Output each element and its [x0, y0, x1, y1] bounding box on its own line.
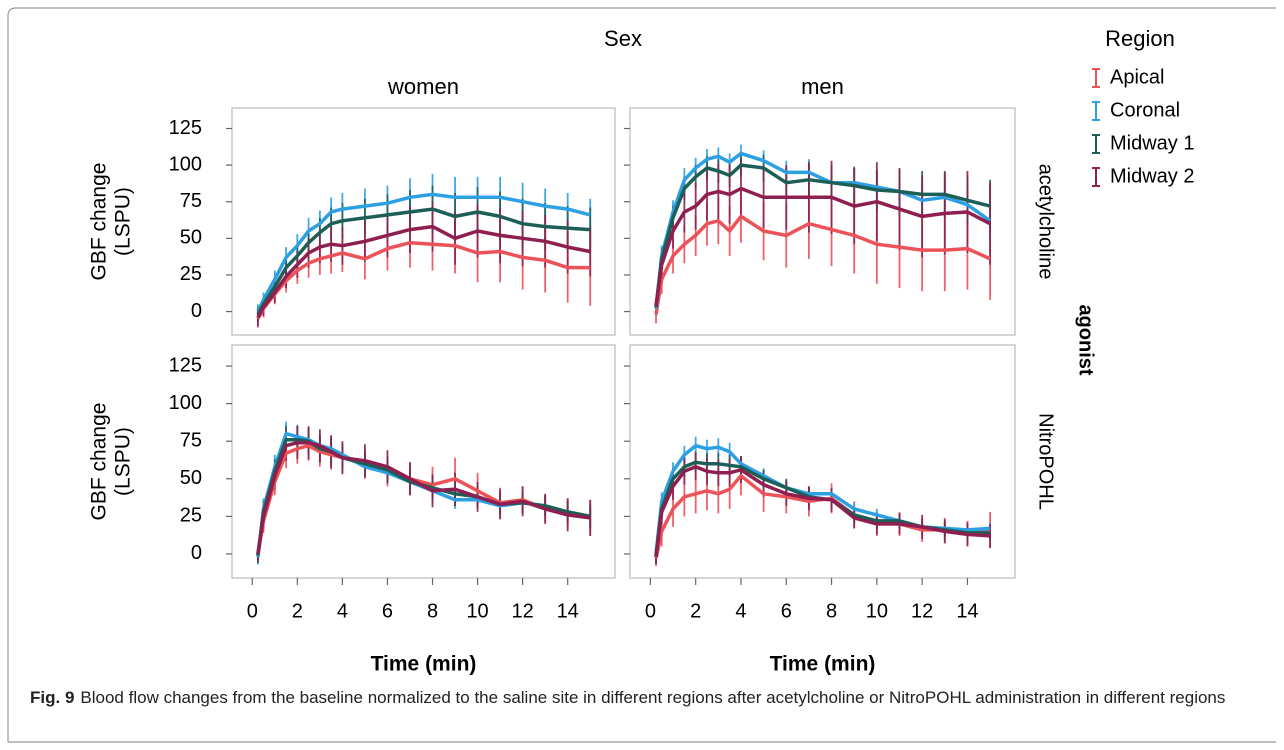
y-tick-label: 75 [180, 429, 202, 451]
series-line [654, 163, 991, 308]
x-tick-label: 12 [512, 600, 534, 622]
series-line [256, 240, 591, 320]
caption-label: Fig. 9 [30, 688, 75, 707]
y-tick-label: 0 [191, 300, 202, 322]
x-tick-label: 0 [247, 600, 258, 622]
frame [7, 7, 1276, 742]
x-tick-label: 8 [826, 600, 837, 622]
series-line [256, 207, 591, 316]
legend-label: Midway 1 [1110, 132, 1194, 154]
series-line [654, 465, 991, 558]
row-label: NitroPOHL [1035, 413, 1057, 510]
legend-marker [1092, 134, 1100, 154]
row-facet-title: agonist [1075, 304, 1097, 375]
y-tick-label: 100 [169, 153, 202, 175]
column-label: men [801, 74, 844, 99]
x-tick-label: 0 [645, 600, 656, 622]
x-tick-label: 4 [337, 600, 348, 622]
y-tick-label: 0 [191, 542, 202, 564]
x-tick-label: 2 [292, 600, 303, 622]
x-tick-label: 6 [781, 600, 792, 622]
row-label: acetylcholine [1035, 164, 1057, 280]
series-line [654, 474, 991, 559]
legend-label: Midway 2 [1110, 165, 1194, 187]
y-axis-label: GBF change [88, 163, 111, 281]
y-tick-label: 50 [180, 227, 202, 249]
y-tick-label: 50 [180, 467, 202, 489]
y-tick-label: 25 [180, 263, 202, 285]
column-facet-title: Sex [604, 26, 642, 51]
y-axis-label: (LSPU) [112, 187, 135, 256]
series-line [256, 224, 591, 319]
caption-text: Blood flow changes from the baseline nor… [80, 688, 1226, 707]
x-axis-label: Time (min) [371, 653, 477, 676]
series-line [256, 440, 591, 555]
x-tick-label: 10 [866, 600, 888, 622]
y-tick-label: 100 [169, 392, 202, 414]
legend-title: Region [1105, 26, 1175, 51]
panel [629, 344, 1016, 579]
y-axis-label: (LSPU) [112, 427, 135, 496]
x-tick-label: 14 [956, 600, 978, 622]
x-tick-label: 14 [557, 600, 579, 622]
y-tick-label: 25 [180, 505, 202, 527]
y-tick-label: 125 [169, 354, 202, 376]
x-tick-label: 2 [690, 600, 701, 622]
panel [629, 107, 1016, 336]
y-tick-label: 75 [180, 190, 202, 212]
series-line [256, 192, 591, 313]
legend-label: Apical [1110, 66, 1164, 88]
panel [231, 107, 616, 336]
legend-marker [1092, 167, 1100, 187]
y-axis-label: GBF change [88, 403, 111, 521]
x-axis-label: Time (min) [770, 653, 876, 676]
panel [231, 344, 616, 579]
x-tick-label: 4 [735, 600, 746, 622]
y-tick-label: 125 [169, 117, 202, 139]
legend-label: Coronal [1110, 99, 1180, 121]
x-tick-label: 6 [382, 600, 393, 622]
caption: Fig. 9 Blood flow changes from the baseli… [30, 685, 1250, 710]
x-tick-label: 10 [466, 600, 488, 622]
legend-marker [1092, 101, 1100, 121]
x-tick-label: 8 [427, 600, 438, 622]
series-line [654, 186, 991, 306]
column-label: women [387, 74, 459, 99]
series-line [654, 151, 992, 309]
series-line [256, 443, 591, 555]
x-tick-label: 12 [911, 600, 933, 622]
legend-marker [1092, 68, 1100, 88]
series-line [654, 214, 991, 315]
